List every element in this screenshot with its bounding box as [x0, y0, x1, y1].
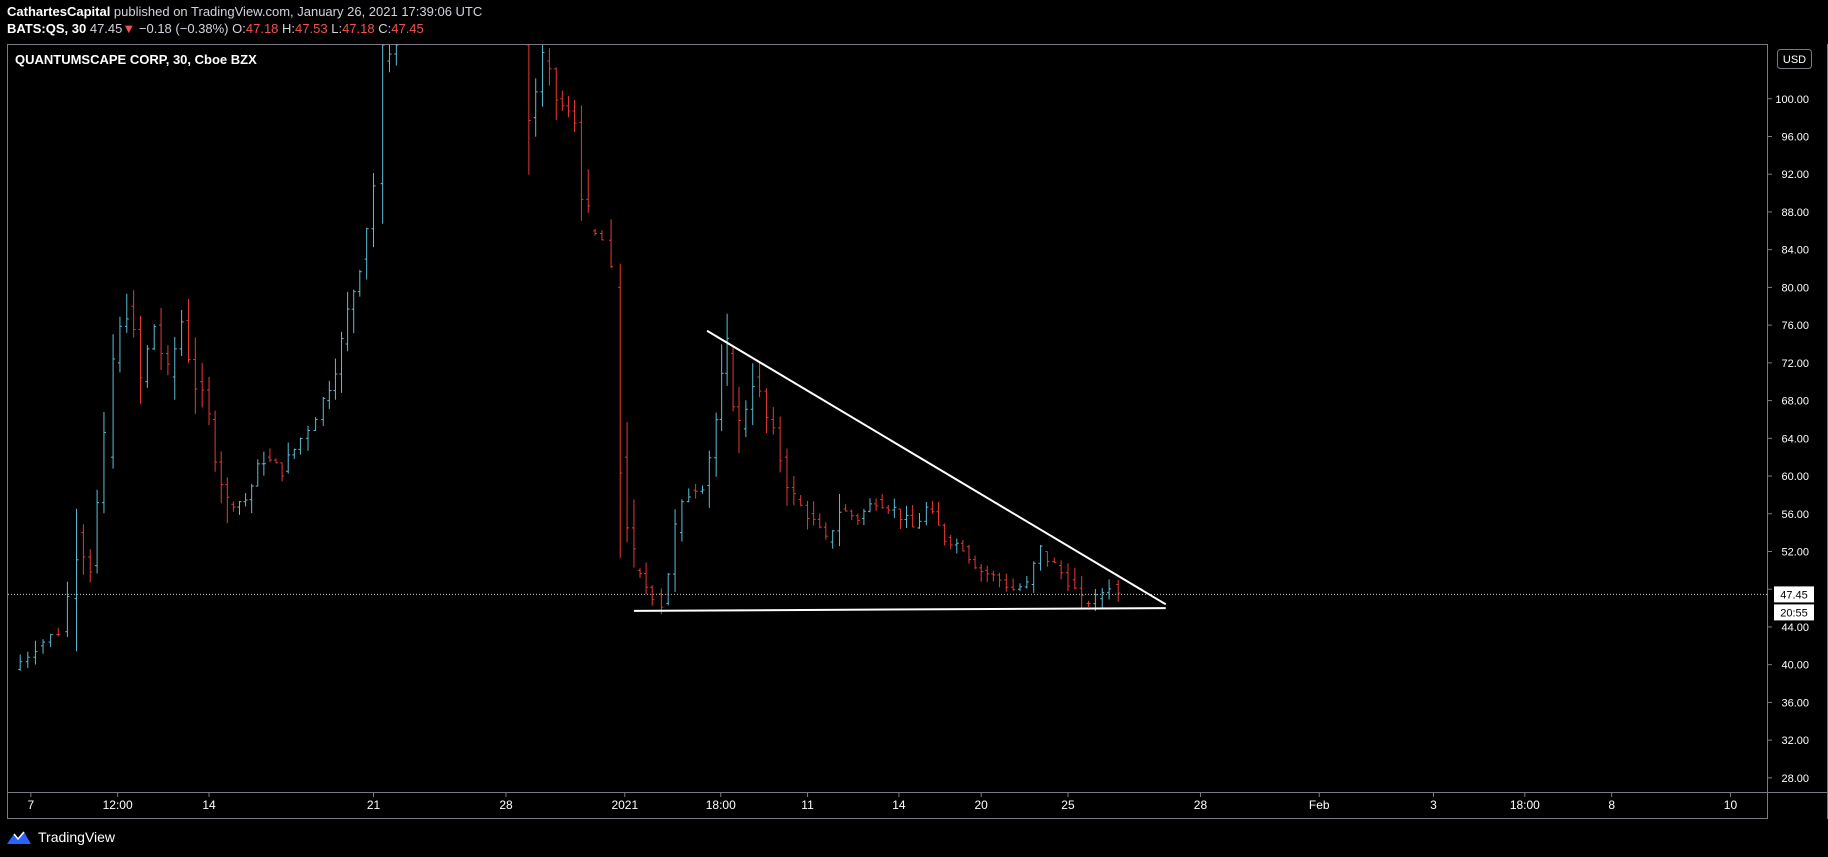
tradingview-logo-icon: [7, 831, 31, 844]
price-tick-label: 76.00: [1781, 320, 1809, 332]
close-label: C:: [378, 21, 392, 36]
ohlc-line: BATS:QS, 30 47.45▼ −0.18 (−0.38%) O:47.1…: [7, 21, 482, 38]
publish-line: CathartesCapital published on TradingVie…: [7, 4, 482, 21]
support-trendline: [633, 607, 1166, 612]
footer: TradingView: [6, 829, 115, 845]
time-axis[interactable]: 7 12:00 14 21 28 2021 18:00 11 14 20 25 28 Feb 3 18:00…: [28, 792, 1738, 812]
low-value: 47.18: [342, 21, 375, 36]
last-price-tag: 47.45 20:55: [1774, 586, 1814, 621]
time-tick-label: 25: [1061, 798, 1075, 812]
time-tick-label: 14: [892, 798, 906, 812]
currency-label: USD: [1783, 54, 1806, 66]
price-tick-label: 72.00: [1781, 358, 1809, 370]
low-label: L:: [331, 21, 343, 36]
bar-countdown-label: 20:55: [1780, 607, 1808, 619]
time-tick-label: 12:00: [103, 798, 133, 812]
price-tick-label: 52.00: [1781, 546, 1809, 558]
chart-pane-border: [7, 44, 1768, 819]
last-price: 47.45: [89, 21, 123, 36]
price-change: −0.18 (−0.38%): [138, 21, 229, 36]
time-tick-label: 11: [801, 798, 814, 812]
time-tick-label: 18:00: [706, 798, 736, 812]
time-tick-label: 3: [1430, 798, 1437, 812]
time-tick-label: 10: [1724, 798, 1738, 812]
open-label: O:: [232, 21, 246, 36]
price-tick-label: 44.00: [1781, 622, 1809, 634]
time-tick-label: 28: [499, 798, 513, 812]
price-tick-label: 100.00: [1775, 94, 1809, 106]
close-value: 47.45: [391, 21, 424, 36]
price-tick-label: 88.00: [1781, 207, 1809, 219]
price-tick-label: 60.00: [1781, 471, 1809, 483]
price-tick-label: 80.00: [1781, 282, 1809, 294]
price-tick-label: 36.00: [1781, 697, 1809, 709]
time-tick-label: 28: [1194, 798, 1208, 812]
author-name[interactable]: CathartesCapital: [7, 4, 111, 19]
currency-button[interactable]: USD: [1777, 49, 1812, 69]
time-tick-label: 8: [1608, 798, 1615, 812]
price-axis[interactable]: 100.00 96.00 92.00 88.00 84.00 80.00 76.00 72.0…: [1767, 94, 1809, 785]
time-tick-label: 14: [202, 798, 216, 812]
price-tick-label: 28.00: [1781, 773, 1809, 785]
time-tick-label: Feb: [1309, 798, 1330, 812]
high-label: H:: [282, 21, 296, 36]
high-value: 47.53: [295, 21, 328, 36]
price-tick-label: 40.00: [1781, 660, 1809, 672]
time-tick-label: 7: [28, 798, 35, 812]
price-tick-label: 96.00: [1781, 131, 1809, 143]
price-tick-label: 68.00: [1781, 396, 1809, 408]
time-tick-label: 20: [974, 798, 988, 812]
price-tick-label: 64.00: [1781, 433, 1809, 445]
price-tick-label: 32.00: [1781, 735, 1809, 747]
plot-area: [8, 44, 1767, 671]
open-value: 47.18: [245, 21, 279, 36]
footer-brand[interactable]: TradingView: [38, 829, 116, 845]
resistance-trendline: [706, 329, 1167, 606]
price-tick-label: 92.00: [1781, 169, 1809, 181]
time-tick-label: 2021: [611, 798, 638, 812]
chart-title: QUANTUMSCAPE CORP, 30, Cboe BZX: [15, 52, 257, 67]
chart-header: CathartesCapital published on TradingVie…: [7, 4, 482, 38]
symbol-label: BATS:QS, 30: [7, 21, 87, 36]
publish-info: published on TradingView.com, January 26…: [110, 4, 483, 19]
time-tick-label: 21: [367, 798, 381, 812]
last-price-label: 47.45: [1780, 589, 1808, 601]
price-tick-label: 56.00: [1781, 509, 1809, 521]
price-tick-label: 84.00: [1781, 245, 1809, 257]
time-tick-label: 18:00: [1510, 798, 1540, 812]
down-arrow-icon: ▼: [122, 21, 136, 36]
